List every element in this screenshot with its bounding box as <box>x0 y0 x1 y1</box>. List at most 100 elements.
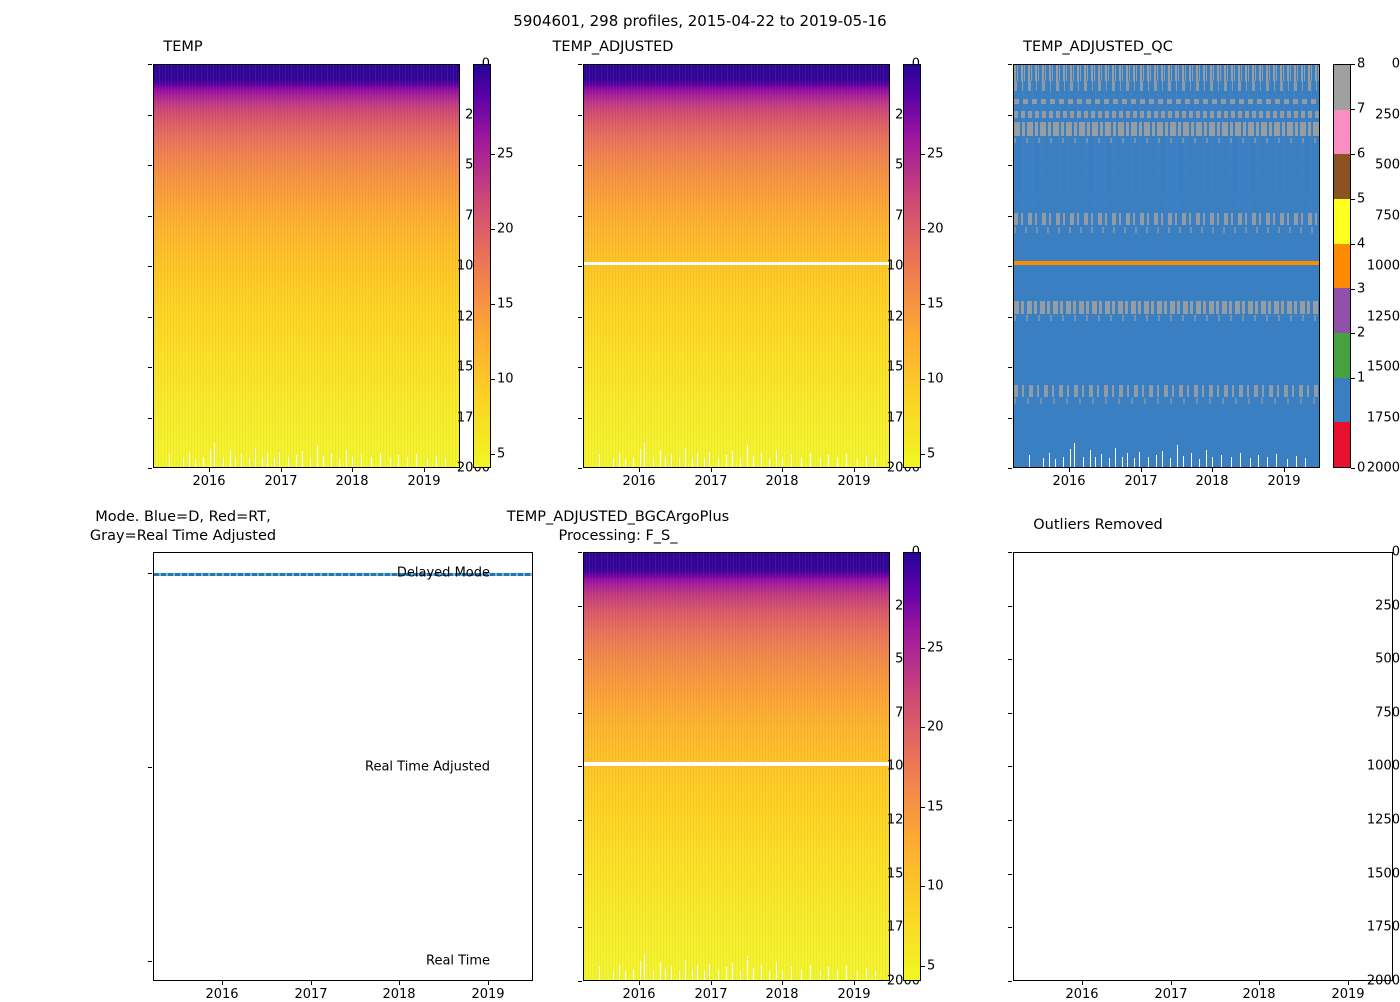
missing-depth-gap <box>875 458 877 467</box>
xtick-label: 2019 <box>407 474 441 489</box>
xtick-mark <box>854 981 856 985</box>
ytick-mark <box>1008 552 1012 554</box>
missing-depth-gap <box>229 450 231 467</box>
missing-depth-gap <box>346 450 348 467</box>
missing-depth-gap <box>288 457 290 467</box>
cbar-tick-label: 5 <box>1357 191 1366 207</box>
cbar-tick-mark <box>921 304 925 306</box>
missing-depth-gap <box>612 458 614 467</box>
missing-depth-gap <box>776 450 778 467</box>
ytick-mark <box>148 266 152 268</box>
qc-band-8 <box>1014 227 1319 233</box>
xtick-label: 2018 <box>765 987 799 1002</box>
xtick-mark <box>1069 468 1071 472</box>
missing-depth-gap <box>791 967 793 980</box>
panel-temp: TEMP <box>0 38 514 493</box>
cbar-tick-label: 4 <box>1357 236 1366 252</box>
missing-depth-gap <box>338 458 340 467</box>
figure-suptitle: 5904601, 298 profiles, 2015-04-22 to 201… <box>513 12 887 30</box>
qc-colorbar-seg-2 <box>1334 332 1350 378</box>
ytick-mark <box>578 316 582 318</box>
cbar-tick-label: 6 <box>1357 146 1366 162</box>
xtick-label: 2017 <box>264 474 298 489</box>
missing-depth-gap <box>295 454 297 467</box>
xtick-mark <box>488 981 490 985</box>
cbar-tick-label: 10 <box>497 371 514 387</box>
xtick-label: 2018 <box>382 987 416 1002</box>
xtick-mark <box>424 468 426 472</box>
xtick-label: 2016 <box>1065 987 1099 1002</box>
missing-depth-gap <box>731 962 733 980</box>
missing-depth-gap <box>731 450 733 467</box>
missing-depth-gap <box>709 963 711 980</box>
ytick-label: Real Time Adjusted <box>365 759 490 775</box>
ytick-mark <box>1008 266 1012 268</box>
qc-colorbar-seg-8 <box>1334 65 1350 110</box>
qc-colorbar-seg-0 <box>1334 422 1350 467</box>
missing-depth-gap <box>189 452 191 467</box>
cbar-tick-label: 20 <box>927 221 944 237</box>
xtick-label: 2018 <box>335 474 369 489</box>
cbar-tick-mark <box>1351 468 1355 470</box>
panel-temp-axes <box>153 64 460 468</box>
xtick-mark <box>1284 468 1286 472</box>
ytick-mark <box>578 266 582 268</box>
missing-depth-gap <box>776 962 778 980</box>
missing-depth-gap <box>1029 454 1031 467</box>
cbar-tick-label: 20 <box>497 221 514 237</box>
ytick-label: Delayed Mode <box>396 565 490 581</box>
missing-depth-gap <box>746 444 749 467</box>
ytick-mark <box>148 468 152 470</box>
missing-depth-gap <box>664 968 666 980</box>
missing-depth-gap <box>1062 456 1064 467</box>
missing-depth-gap <box>1276 454 1278 467</box>
panel-mode-title: Mode. Blue=D, Red=RT, Gray=Real Time Adj… <box>89 509 277 544</box>
ytick-mark <box>578 468 582 470</box>
temp-adjusted-profile-striping <box>584 65 889 467</box>
missing-depth-gap <box>330 453 332 467</box>
ytick-mark <box>1008 927 1012 929</box>
cbar-tick-mark <box>921 647 925 649</box>
ytick-mark <box>1008 605 1012 607</box>
missing-depth-gap <box>671 453 673 467</box>
missing-depth-gap <box>856 971 859 980</box>
missing-depth-gap <box>1126 453 1128 467</box>
ytick-mark <box>1008 417 1012 419</box>
missing-depth-gap <box>753 455 755 467</box>
missing-depth-gap <box>1073 442 1076 467</box>
ytick-mark <box>148 165 152 167</box>
missing-depth-gap <box>612 970 614 980</box>
missing-depth-gap <box>1239 452 1241 467</box>
missing-depth-gap <box>1183 455 1185 467</box>
missing-depth-gap <box>659 962 661 980</box>
missing-depth-gap <box>684 959 686 980</box>
missing-depth-gap <box>709 451 711 467</box>
ytick-mark <box>1008 766 1012 768</box>
qc-colorbar-seg-5 <box>1334 198 1350 244</box>
missing-depth-gap <box>1070 449 1072 467</box>
ytick-mark <box>148 215 152 217</box>
missing-depth-gap <box>718 457 720 467</box>
xtick-mark <box>711 468 713 472</box>
ytick-label: 250 <box>1375 107 1400 122</box>
missing-depth-gap <box>625 971 627 980</box>
ytick-mark <box>148 114 152 116</box>
ytick-mark <box>1008 114 1012 116</box>
ytick-mark <box>1008 981 1012 983</box>
missing-depth-gap <box>696 453 698 467</box>
panel-temp-adjusted-qc-axes <box>1013 64 1320 468</box>
missing-depth-gap <box>640 449 642 467</box>
xtick-label: 2019 <box>837 987 871 1002</box>
missing-depth-gap <box>210 449 212 467</box>
qc-band-8 <box>1014 65 1319 81</box>
missing-depth-gap <box>1133 458 1135 467</box>
missing-data-line <box>584 262 889 265</box>
ytick-mark <box>578 927 582 929</box>
panel-temp-adjusted: TEMP_ADJUSTED <box>430 38 944 493</box>
xtick-label: 2019 <box>1331 987 1365 1002</box>
xtick-mark <box>639 468 641 472</box>
missing-depth-gap <box>800 456 802 467</box>
temp-adjusted-colorbar <box>903 64 921 468</box>
xtick-label: 2017 <box>1154 987 1188 1002</box>
missing-depth-gap <box>222 457 224 467</box>
